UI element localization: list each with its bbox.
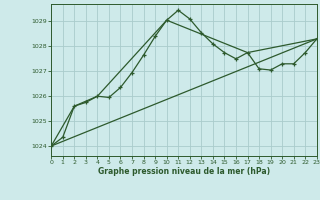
X-axis label: Graphe pression niveau de la mer (hPa): Graphe pression niveau de la mer (hPa) [98,167,270,176]
